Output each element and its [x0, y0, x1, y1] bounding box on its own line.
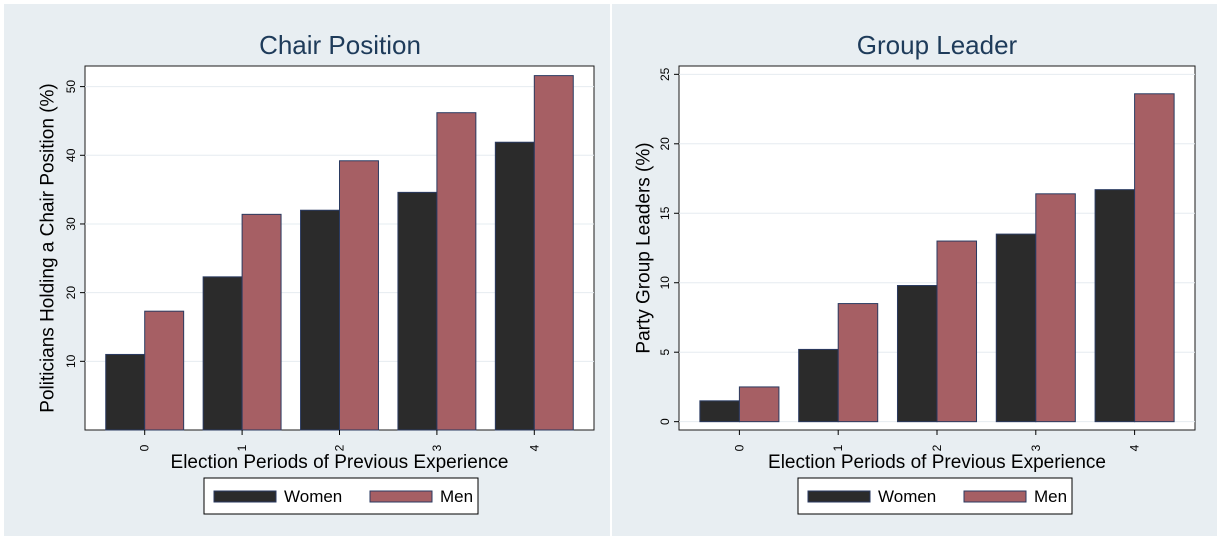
y-tick-label: 15: [658, 206, 672, 220]
x-tick-label: 0: [732, 444, 746, 451]
legend-label-men: Men: [1034, 487, 1067, 506]
chart-title: Chair Position: [259, 30, 421, 60]
bar-men: [533, 75, 574, 431]
x-tick-label: 0: [138, 444, 152, 451]
x-tick-label: 4: [1128, 444, 1142, 451]
y-tick-label: 20: [658, 137, 672, 151]
x-tick-label: 1: [831, 444, 845, 451]
x-tick-label: 3: [430, 444, 444, 451]
y-tick-label: 10: [64, 354, 78, 368]
legend-swatch-men: [963, 490, 1027, 503]
legend: Women Men: [797, 477, 1073, 515]
bar-men: [1134, 93, 1175, 423]
bar-men: [837, 303, 879, 423]
y-tick-label: 10: [658, 276, 672, 290]
chart-panel-group-leader: Group Leader 0 5 10 15 20 25 Party Group Leader…: [612, 4, 1217, 536]
bar-women: [1094, 189, 1136, 423]
bar-men: [144, 310, 185, 431]
y-axis-label: Party Group Leaders (%): [634, 142, 655, 353]
legend: Women Men: [203, 477, 479, 515]
bar-women: [105, 353, 146, 431]
bar-men: [936, 240, 978, 423]
chart-panel-chair-position: Chair Position 10 20 30 40 50 Politicians Hold…: [4, 4, 610, 536]
legend-label-women: Women: [284, 487, 342, 506]
x-tick-label: 2: [333, 444, 347, 451]
bar-women: [397, 191, 438, 431]
legend-swatch-women: [213, 490, 277, 503]
y-tick-label: 40: [64, 148, 78, 162]
chart-title: Group Leader: [857, 30, 1018, 60]
x-axis-label: Election Periods of Previous Experience: [768, 452, 1106, 473]
bar-women: [202, 276, 243, 431]
legend-swatch-men: [369, 490, 433, 503]
legend-swatch-women: [807, 490, 871, 503]
bar-men: [339, 160, 379, 431]
bar-women: [300, 209, 341, 431]
x-tick-label: 1: [235, 444, 249, 451]
bar-men: [1035, 193, 1076, 423]
y-axis-label: Politicians Holding a Chair Position (%): [38, 83, 59, 412]
bar-men: [436, 112, 477, 431]
bar-women: [995, 233, 1037, 423]
bar-men: [241, 213, 282, 431]
bar-men: [738, 386, 780, 423]
bar-women: [699, 400, 740, 423]
x-tick-label: 4: [527, 444, 541, 451]
bar-women: [798, 348, 839, 423]
y-tick-label: 25: [658, 67, 672, 81]
legend-label-men: Men: [440, 487, 473, 506]
y-tick-label: 50: [64, 80, 78, 94]
y-tick-label: 20: [64, 286, 78, 300]
y-tick-label: 5: [658, 349, 672, 356]
y-tick-label: 0: [658, 418, 672, 425]
x-tick-label: 3: [1029, 444, 1043, 451]
bar-women: [494, 141, 535, 431]
x-axis-label: Election Periods of Previous Experience: [171, 452, 509, 473]
bar-women: [896, 285, 938, 423]
x-tick-label: 2: [930, 444, 944, 451]
legend-label-women: Women: [878, 487, 936, 506]
y-tick-label: 30: [64, 217, 78, 231]
